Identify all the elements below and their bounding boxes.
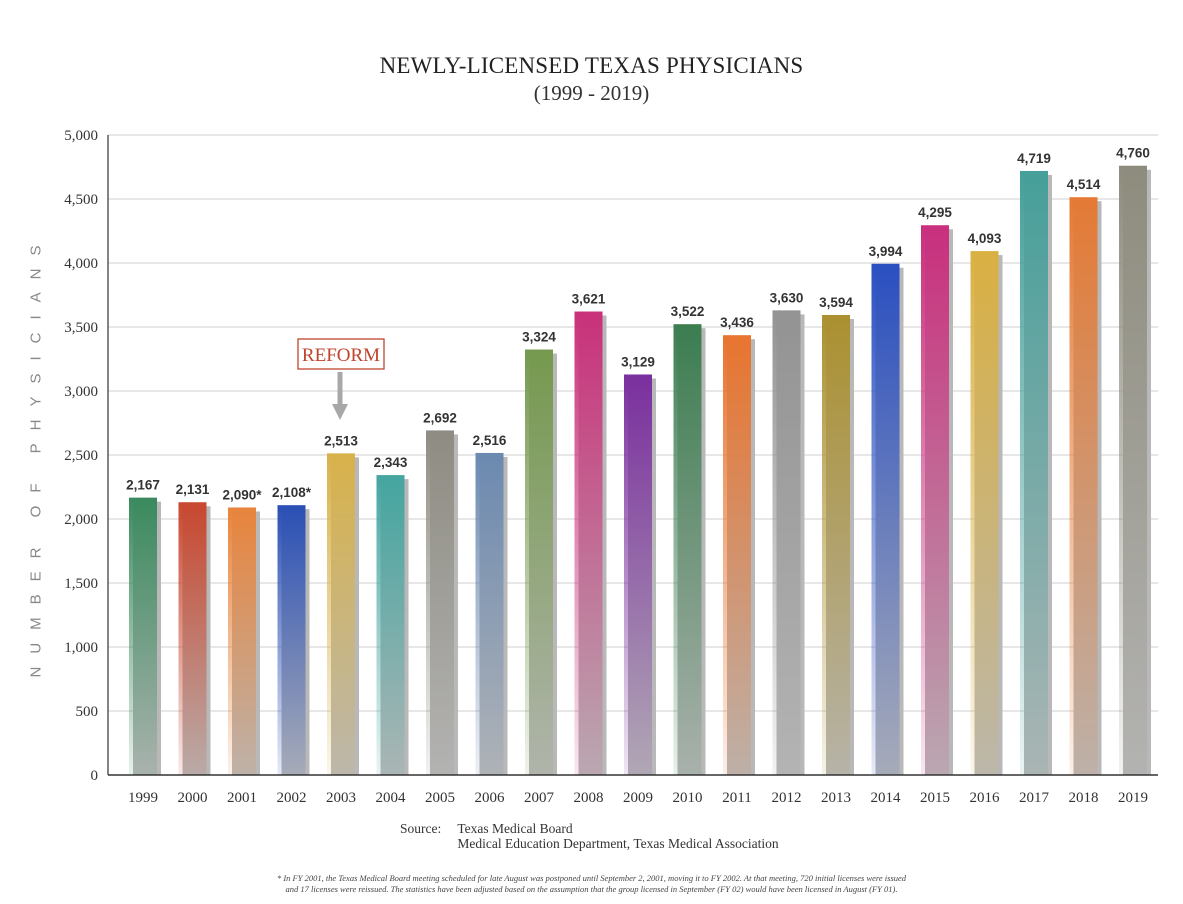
y-tick-label: 4,500 — [64, 192, 98, 208]
y-axis-ticks: 0 500 1,000 1,500 2,000 2,500 3,000 3,500 4,000 4… — [64, 128, 98, 784]
x-tick-label-2004: 2004 — [376, 790, 407, 806]
x-tick-label-2012: 2012 — [772, 790, 802, 806]
value-label-2002: 2,108* — [272, 485, 312, 500]
x-tick-label-2010: 2010 — [673, 790, 703, 806]
axes — [107, 135, 1158, 776]
y-tick-label: 3,000 — [64, 384, 98, 400]
value-label-2018: 4,514 — [1067, 177, 1101, 192]
bar-2010 — [673, 324, 702, 775]
value-label-2019: 4,760 — [1116, 146, 1150, 161]
bar-2009 — [624, 374, 652, 775]
bar-2011 — [723, 335, 751, 775]
bar-2014 — [871, 263, 900, 775]
bars — [129, 165, 1151, 776]
footnote: * In FY 2001, the Texas Medical Board me… — [0, 873, 1183, 895]
source-line-1: Texas Medical Board — [457, 821, 573, 836]
value-label-2008: 3,621 — [572, 292, 606, 307]
value-label-2000: 2,131 — [176, 482, 210, 497]
bar-2015 — [921, 225, 949, 776]
bar-2008 — [574, 311, 603, 775]
footnote-line-1: * In FY 2001, the Texas Medical Board me… — [276, 873, 907, 883]
value-label-2010: 3,522 — [671, 304, 705, 319]
bar-2003 — [327, 453, 355, 775]
bar-2002 — [277, 505, 306, 775]
x-tick-label-2008: 2008 — [574, 790, 604, 806]
x-tick-label-2007: 2007 — [524, 790, 555, 806]
bar-2005 — [426, 430, 454, 775]
reform-annotation: REFORM — [297, 338, 385, 420]
bar-2001 — [228, 507, 256, 775]
bar-2004 — [376, 475, 405, 775]
y-tick-label: 1,500 — [64, 576, 98, 592]
y-tick-label: 5,000 — [64, 128, 98, 144]
source-line-2: Medical Education Department, Texas Medi… — [457, 836, 779, 851]
y-tick-label: 500 — [76, 704, 99, 720]
value-label-2006: 2,516 — [473, 433, 507, 448]
value-label-2009: 3,129 — [621, 354, 655, 369]
x-tick-label-2009: 2009 — [623, 790, 653, 806]
x-tick-label-2014: 2014 — [871, 790, 902, 806]
x-tick-label-2011: 2011 — [722, 790, 751, 806]
bar-2007 — [525, 349, 553, 775]
x-tick-label-2001: 2001 — [227, 790, 257, 806]
bar-2000 — [178, 502, 207, 775]
reform-arrow-head — [332, 404, 348, 420]
source-label: Source: — [400, 821, 442, 836]
bar-2017 — [1020, 170, 1048, 775]
reform-label: REFORM — [302, 345, 380, 366]
chart-title: NEWLY-LICENSED TEXAS PHYSICIANS — [379, 53, 804, 78]
bar-2016 — [970, 251, 999, 775]
chart-subtitle: (1999 - 2019) — [533, 81, 650, 105]
footnote-line-2: and 17 licenses were reissued. The stati… — [285, 884, 898, 894]
reform-arrow-shaft — [337, 372, 343, 406]
bar-2018 — [1069, 197, 1098, 775]
x-tick-label-2005: 2005 — [425, 790, 455, 806]
x-tick-label-2002: 2002 — [277, 790, 307, 806]
value-label-2007: 3,324 — [522, 330, 556, 345]
x-tick-label-2016: 2016 — [970, 790, 1001, 806]
y-tick-label: 4,000 — [64, 256, 98, 272]
y-tick-label: 2,000 — [64, 512, 98, 528]
x-tick-label-2013: 2013 — [821, 790, 851, 806]
value-labels: 2,167 2,131 2,090* 2,108* 2,513 2,343 2,692 2,5… — [126, 146, 1150, 503]
x-tick-label-2015: 2015 — [920, 790, 950, 806]
y-tick-label: 0 — [91, 768, 99, 784]
bar-1999 — [129, 497, 157, 775]
value-label-2011: 3,436 — [720, 315, 754, 330]
x-axis-ticks: 1999 2000 2001 2002 2003 2004 2005 2006 2007 2008… — [128, 790, 1148, 806]
value-label-2001: 2,090* — [222, 487, 262, 502]
x-tick-label-2000: 2000 — [178, 790, 208, 806]
x-tick-label-2006: 2006 — [475, 790, 506, 806]
value-label-1999: 2,167 — [126, 478, 160, 493]
value-label-2003: 2,513 — [324, 433, 358, 448]
value-label-2013: 3,594 — [819, 295, 853, 310]
x-tick-label-2019: 2019 — [1118, 790, 1148, 806]
source-note: Source: Texas Medical Board Medical Educ… — [400, 821, 779, 851]
bar-2012 — [772, 310, 801, 775]
value-label-2016: 4,093 — [968, 231, 1002, 246]
bar-2013 — [822, 314, 850, 775]
x-tick-label-2003: 2003 — [326, 790, 356, 806]
value-label-2014: 3,994 — [869, 244, 903, 259]
y-tick-label: 1,000 — [64, 640, 98, 656]
bar-2006 — [475, 452, 504, 775]
y-tick-label: 2,500 — [64, 448, 98, 464]
bar-2019 — [1119, 165, 1147, 776]
value-label-2017: 4,719 — [1017, 151, 1051, 166]
y-tick-label: 3,500 — [64, 320, 98, 336]
value-label-2012: 3,630 — [770, 290, 804, 305]
x-tick-label-2018: 2018 — [1069, 790, 1099, 806]
value-label-2015: 4,295 — [918, 205, 952, 220]
x-tick-label-2017: 2017 — [1019, 790, 1050, 806]
x-tick-label-1999: 1999 — [128, 790, 158, 806]
value-label-2004: 2,343 — [374, 455, 408, 470]
value-label-2005: 2,692 — [423, 410, 457, 425]
reform-box — [297, 338, 385, 370]
